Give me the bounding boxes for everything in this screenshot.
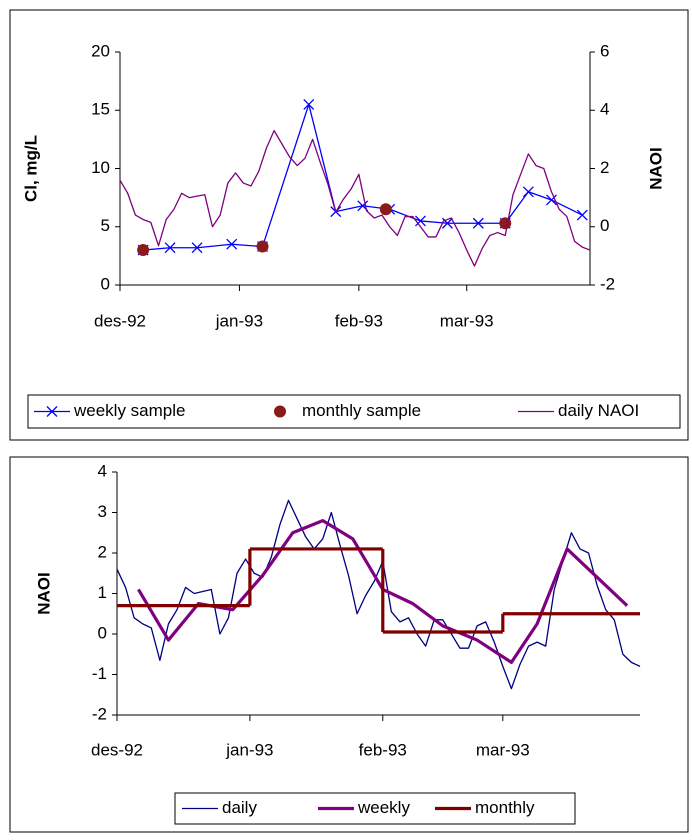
- x-marker: [441, 217, 453, 229]
- y-tick-label: 1: [98, 583, 107, 602]
- legend-label: daily: [222, 798, 257, 817]
- y2-tick-label: 6: [600, 41, 609, 60]
- y2-tick-label: 0: [600, 216, 609, 235]
- dot-marker: [137, 244, 150, 257]
- x-marker: [522, 186, 534, 198]
- x-marker: [415, 215, 426, 227]
- dot-marker: [379, 203, 392, 216]
- x-tick-label: mar-93: [476, 740, 530, 759]
- chart-frame: [9, 456, 689, 833]
- y-tick-label: 3: [98, 502, 107, 521]
- y-tick-label: 0: [98, 623, 107, 642]
- y-tick-label: -2: [92, 704, 107, 723]
- x-tick-label: jan-93: [215, 311, 263, 330]
- y-tick-label: 15: [91, 100, 110, 119]
- x-tick-label: des-92: [91, 740, 143, 759]
- legend-box: [27, 394, 681, 429]
- x-marker: [226, 238, 238, 250]
- x-tick-label: des-92: [94, 311, 146, 330]
- y2-tick-label: 2: [600, 158, 609, 177]
- legend-swatch-marker: [46, 406, 58, 417]
- y-axis-title: Cl, mg/L: [21, 135, 40, 202]
- y-tick-label: 5: [101, 216, 110, 235]
- y-tick-label: 10: [91, 158, 110, 177]
- y2-axis-title: NAOI: [646, 147, 665, 190]
- series-line: [116, 499, 641, 690]
- y2-tick-label: 4: [600, 100, 609, 119]
- x-tick-label: feb-93: [359, 740, 407, 759]
- x-marker: [472, 217, 484, 229]
- y-tick-label: -1: [92, 664, 107, 683]
- chart: 0 5 10 15 20 -2 0 2 4 6 des-92 jan-93 feb-93 mar-93 Cl…: [9, 9, 689, 441]
- x-tick-label: mar-93: [440, 311, 494, 330]
- y-tick-label: 0: [101, 274, 110, 293]
- x-marker: [576, 209, 588, 221]
- y-tick-label: 20: [91, 41, 110, 60]
- dot-marker: [499, 217, 512, 230]
- x-marker: [546, 194, 557, 206]
- legend-label: daily NAOI: [558, 401, 639, 420]
- chart: -2 -1 0 1 2 3 4 des-92 jan-93 feb-93 mar-93 NAOI dai…: [9, 456, 689, 833]
- dot-marker: [256, 240, 269, 253]
- legend-label: weekly sample: [73, 401, 186, 420]
- legend-label: monthly sample: [302, 401, 421, 420]
- x-marker: [191, 242, 203, 254]
- x-marker: [303, 98, 315, 110]
- legend-label: weekly: [357, 798, 410, 817]
- y-tick-label: 4: [98, 461, 107, 480]
- series-line: [143, 103, 583, 251]
- y-axis-title: NAOI: [34, 572, 53, 615]
- x-marker: [164, 242, 176, 254]
- x-tick-label: feb-93: [335, 311, 383, 330]
- y2-tick-label: -2: [600, 274, 615, 293]
- series-line: [119, 129, 591, 267]
- legend-swatch-marker: [274, 405, 286, 418]
- legend-box: [174, 792, 576, 825]
- legend-label: monthly: [475, 798, 535, 817]
- chart-frame: [9, 9, 689, 441]
- x-tick-label: jan-93: [225, 740, 273, 759]
- y-tick-label: 2: [98, 542, 107, 561]
